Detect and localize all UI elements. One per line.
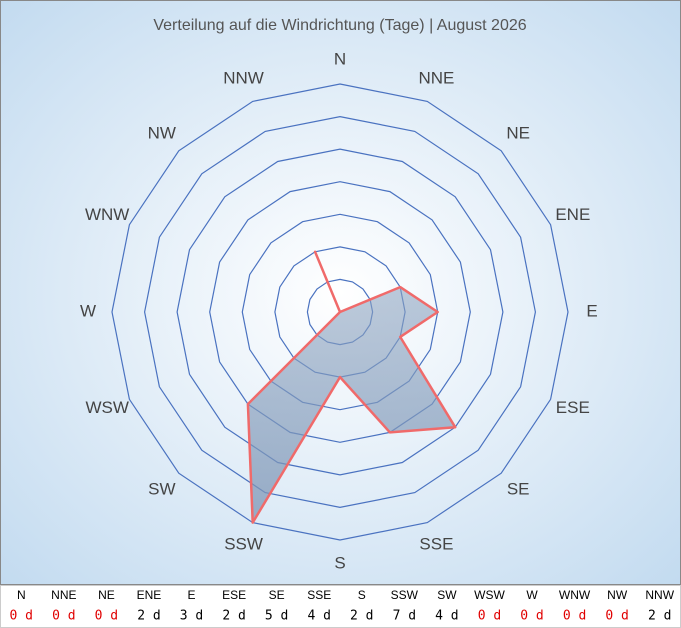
grid-ring bbox=[241, 213, 439, 411]
table-value: 0 d bbox=[10, 609, 33, 624]
category-label: S bbox=[334, 553, 345, 572]
table-value: 0 d bbox=[563, 609, 586, 624]
category-label: W bbox=[80, 301, 96, 320]
category-label: WSW bbox=[85, 398, 128, 417]
category-label: N bbox=[334, 49, 346, 68]
category-label: SSW bbox=[224, 534, 263, 553]
category-label: SSE bbox=[419, 534, 453, 553]
table-value: 2 d bbox=[137, 609, 160, 624]
category-label: SE bbox=[507, 480, 530, 499]
table-header: W bbox=[526, 588, 538, 602]
grid-ring bbox=[176, 148, 504, 476]
category-label: NNW bbox=[223, 69, 264, 88]
table-value: 2 d bbox=[222, 609, 245, 624]
table-value: 2 d bbox=[350, 609, 373, 624]
grid-ring bbox=[209, 181, 471, 443]
table-header: E bbox=[188, 588, 196, 602]
table-value: 4 d bbox=[435, 609, 458, 624]
table-header: SE bbox=[269, 588, 285, 602]
table-header: ENE bbox=[137, 588, 162, 602]
category-label: NE bbox=[506, 123, 530, 142]
table-value: 3 d bbox=[180, 609, 203, 624]
category-label: E bbox=[586, 301, 597, 320]
table-header: NNW bbox=[645, 588, 674, 602]
table-value: 5 d bbox=[265, 609, 288, 624]
table-header: ESE bbox=[222, 588, 246, 602]
category-label: NNE bbox=[418, 69, 454, 88]
table-value: 0 d bbox=[520, 609, 543, 624]
table-value: 4 d bbox=[307, 609, 330, 624]
table-header: NE bbox=[98, 588, 115, 602]
table-background bbox=[0, 585, 681, 628]
grid-ring bbox=[111, 83, 569, 541]
category-label: ESE bbox=[556, 398, 590, 417]
table-header: WSW bbox=[474, 588, 505, 602]
table-header: NNE bbox=[51, 588, 76, 602]
table-value: 2 d bbox=[648, 609, 671, 624]
category-label: WNW bbox=[85, 205, 129, 224]
table-value: 0 d bbox=[478, 609, 501, 624]
table-value: 7 d bbox=[393, 609, 416, 624]
table-value: 0 d bbox=[605, 609, 628, 624]
plot-background bbox=[0, 0, 681, 585]
category-label: ENE bbox=[555, 205, 590, 224]
data-area bbox=[246, 250, 457, 524]
table-header: SW bbox=[437, 588, 457, 602]
table-header: NW bbox=[607, 588, 628, 602]
table-header: N bbox=[17, 588, 26, 602]
table-header: WNW bbox=[559, 588, 591, 602]
table-header: SSW bbox=[391, 588, 419, 602]
table-header: SSE bbox=[307, 588, 331, 602]
category-label: SW bbox=[148, 480, 175, 499]
table-header: S bbox=[358, 588, 366, 602]
category-label: NW bbox=[148, 123, 176, 142]
table-value: 0 d bbox=[52, 609, 75, 624]
grid-ring bbox=[143, 115, 537, 509]
chart-title: Verteilung auf die Windrichtung (Tage) |… bbox=[153, 17, 526, 34]
table-value: 0 d bbox=[95, 609, 118, 624]
